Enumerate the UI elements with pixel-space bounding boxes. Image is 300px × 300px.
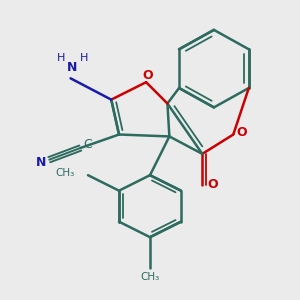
Text: H: H: [57, 53, 65, 63]
Text: O: O: [236, 126, 247, 139]
Text: N: N: [67, 61, 78, 74]
Text: O: O: [208, 178, 218, 191]
Text: CH₃: CH₃: [55, 168, 74, 178]
Text: CH₃: CH₃: [140, 272, 160, 282]
Text: O: O: [142, 69, 153, 82]
Text: N: N: [36, 156, 47, 169]
Text: C: C: [84, 139, 92, 152]
Text: H: H: [80, 53, 88, 63]
